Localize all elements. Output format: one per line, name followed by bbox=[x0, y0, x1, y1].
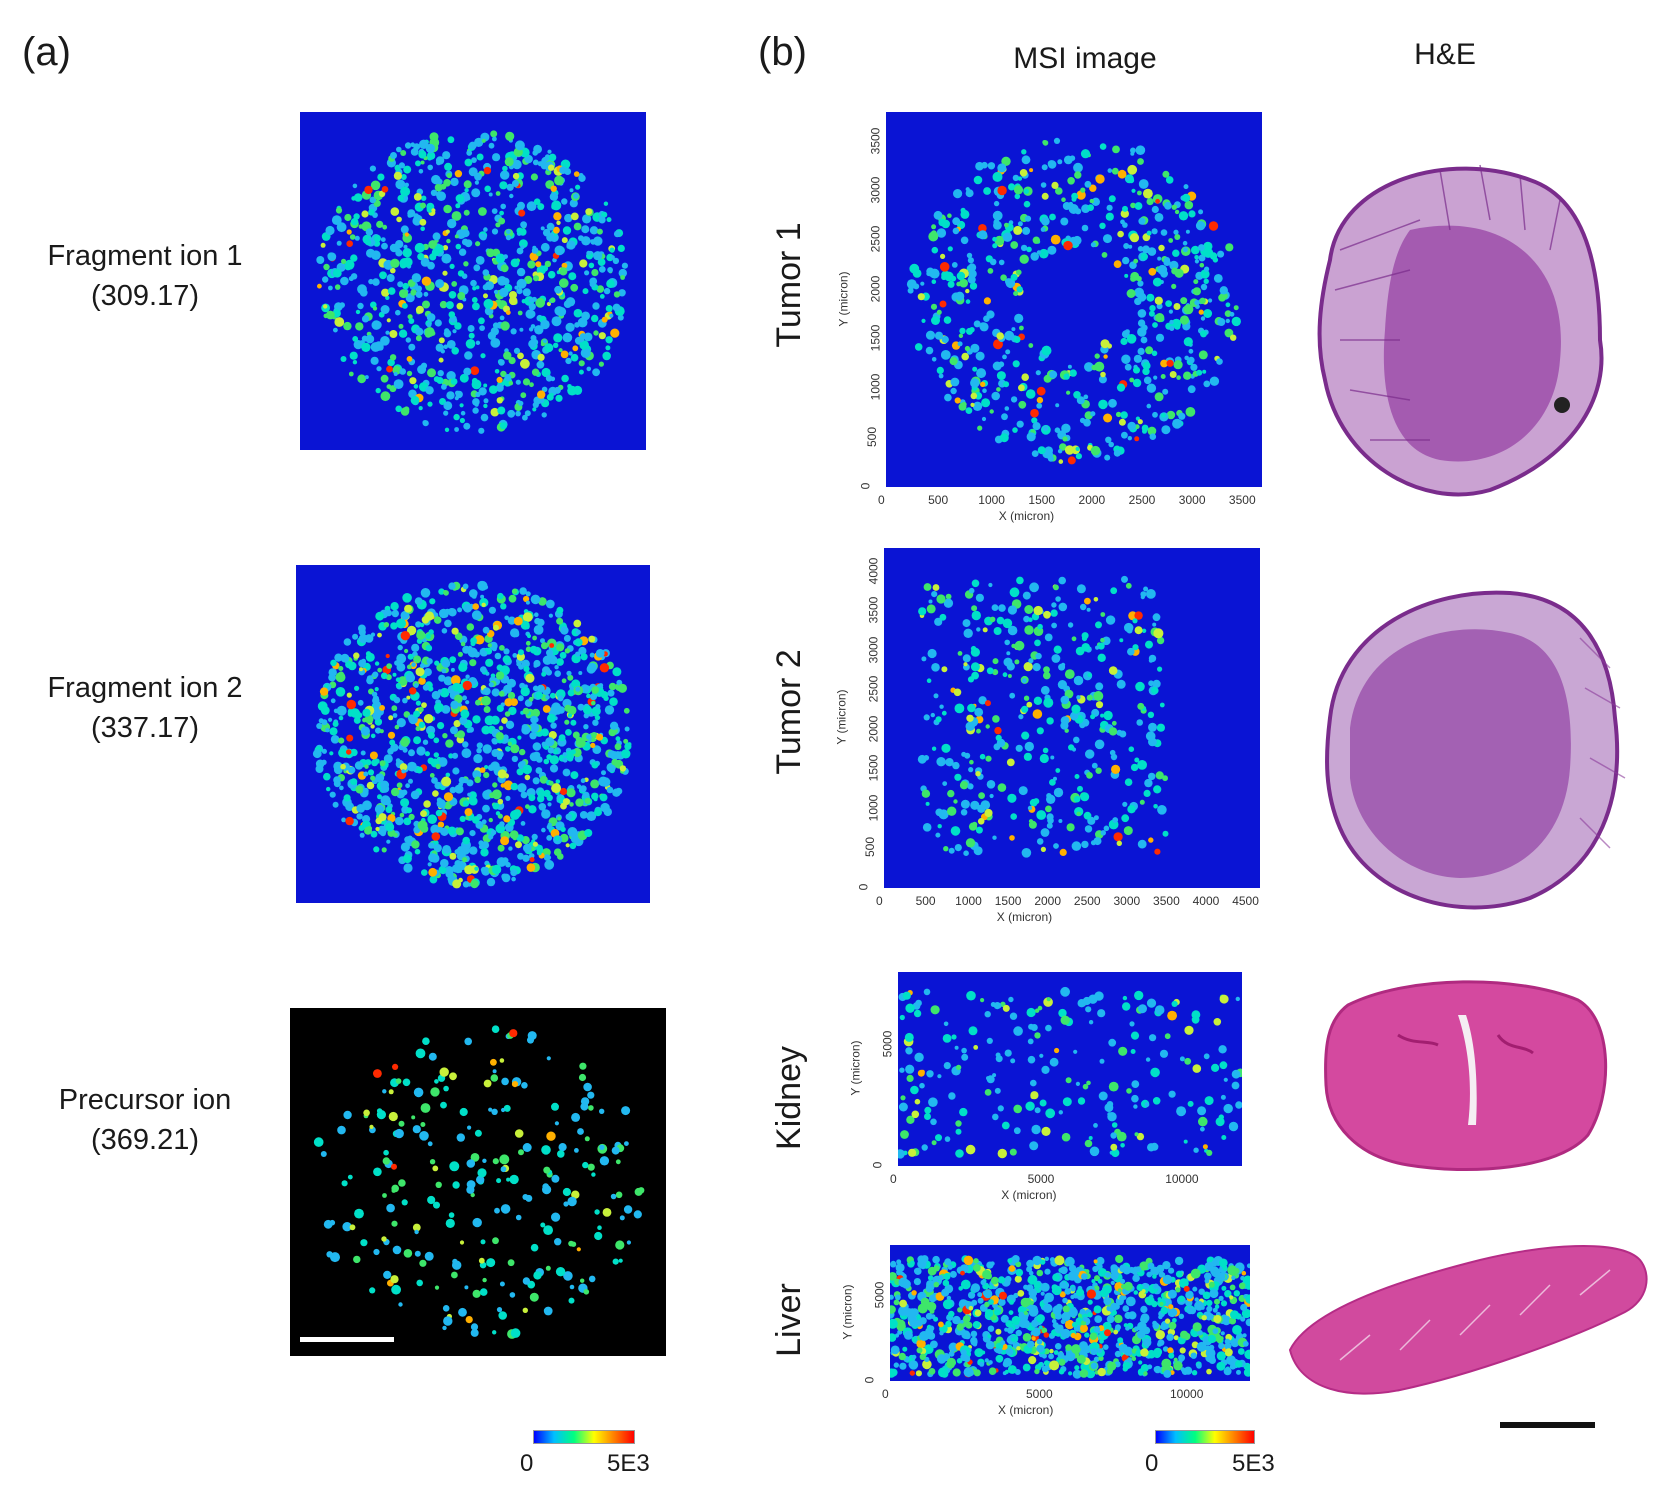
y-tick-label: 3500 bbox=[868, 127, 883, 154]
x-tick-label: 0 bbox=[878, 493, 885, 507]
y-tick-label: 0 bbox=[858, 482, 873, 490]
y-axis-title: Y (micron) bbox=[834, 689, 849, 745]
x-tick-label: 1500 bbox=[994, 894, 1022, 908]
x-tick-label: 10000 bbox=[1170, 1387, 1204, 1401]
x-tick-label: 4500 bbox=[1232, 894, 1259, 908]
y-axis-title: Y (micron) bbox=[836, 270, 851, 327]
msi-image-liver bbox=[890, 1245, 1250, 1381]
x-axis-title: X (micron) bbox=[996, 910, 1053, 924]
x-tick-label: 500 bbox=[928, 493, 949, 507]
y-tick-label: 500 bbox=[863, 837, 878, 858]
y-tick-label: 5000 bbox=[880, 1030, 895, 1058]
y-tick-label: 1000 bbox=[868, 373, 883, 401]
colorbar-b bbox=[1155, 1430, 1255, 1444]
ion-2-mz: (337.17) bbox=[90, 712, 199, 744]
column-title-he: H&E bbox=[1414, 38, 1476, 71]
y-tick-label: 0 bbox=[870, 1161, 885, 1169]
ion-1-name: Fragment ion 1 bbox=[47, 240, 243, 272]
x-tick-label: 5000 bbox=[1026, 1387, 1053, 1401]
x-tick-label: 2500 bbox=[1128, 493, 1156, 507]
y-tick-label: 1000 bbox=[866, 794, 881, 822]
he-image-liver bbox=[1288, 1245, 1648, 1395]
y-tick-label: 1500 bbox=[866, 755, 881, 782]
heatmap-speckles bbox=[906, 137, 1241, 465]
row-label-tumor-1: Tumor 1 bbox=[770, 222, 808, 348]
column-title-msi: MSI image bbox=[1013, 42, 1157, 75]
x-tick-label: 2000 bbox=[1078, 493, 1106, 507]
fragment-ion-1-image bbox=[300, 112, 646, 450]
x-tick-label: 10000 bbox=[1165, 1172, 1199, 1186]
he-image-tumor-1 bbox=[1317, 164, 1604, 497]
x-tick-label: 2000 bbox=[1034, 894, 1062, 908]
y-tick-label: 1500 bbox=[868, 324, 883, 352]
panel-a-letter: (a) bbox=[22, 30, 71, 74]
y-tick-label: 0 bbox=[856, 883, 871, 891]
y-axis-title: Y (micron) bbox=[840, 1284, 855, 1340]
y-tick-label: 2000 bbox=[868, 275, 883, 302]
row-label-liver: Liver bbox=[770, 1283, 808, 1357]
ion-label-1: Fragment ion 1 (309.17) bbox=[0, 236, 290, 316]
x-axis-title: X (micron) bbox=[998, 1403, 1054, 1417]
x-tick-label: 1000 bbox=[955, 894, 982, 908]
y-tick-label: 0 bbox=[862, 1376, 877, 1384]
y-axis-title: Y (micron) bbox=[848, 1040, 863, 1096]
ion-3-mz: (369.21) bbox=[90, 1124, 199, 1156]
scale-bar-b bbox=[1500, 1422, 1595, 1428]
row-label-kidney: Kidney bbox=[770, 1046, 808, 1150]
x-tick-label: 3500 bbox=[1228, 493, 1256, 507]
x-tick-label: 1000 bbox=[978, 493, 1005, 507]
x-tick-label: 3000 bbox=[1113, 894, 1141, 908]
row-label-tumor-2: Tumor 2 bbox=[770, 649, 808, 775]
colorbar-b-min: 0 bbox=[1145, 1450, 1159, 1477]
ion-3-name: Precursor ion bbox=[58, 1084, 232, 1116]
he-image-kidney bbox=[1324, 980, 1608, 1172]
panel-b-letter: (b) bbox=[758, 30, 807, 74]
y-tick-label: 3000 bbox=[868, 176, 883, 204]
y-tick-label: 3500 bbox=[866, 596, 881, 624]
y-tick-label: 4000 bbox=[866, 557, 881, 585]
y-tick-label: 500 bbox=[865, 426, 880, 447]
x-tick-label: 3500 bbox=[1153, 894, 1180, 908]
colorbar-a-max: 5E3 bbox=[607, 1450, 650, 1477]
x-tick-label: 1500 bbox=[1028, 493, 1056, 507]
x-tick-label: 500 bbox=[915, 894, 936, 908]
x-tick-label: 0 bbox=[876, 894, 883, 908]
heatmap-speckles bbox=[898, 986, 1242, 1159]
msi-image-kidney bbox=[898, 972, 1242, 1166]
x-tick-label: 4000 bbox=[1192, 894, 1220, 908]
scale-bar-a bbox=[300, 1337, 394, 1342]
heatmap-speckles bbox=[316, 130, 628, 434]
heatmap-speckles bbox=[917, 575, 1169, 858]
precursor-ion-image bbox=[290, 1008, 666, 1356]
x-tick-label: 5000 bbox=[1027, 1172, 1055, 1186]
y-tick-label: 3000 bbox=[866, 636, 881, 664]
x-tick-label: 0 bbox=[882, 1387, 889, 1401]
colorbar-b-max: 5E3 bbox=[1232, 1450, 1275, 1477]
x-tick-label: 2500 bbox=[1073, 894, 1101, 908]
fragment-ion-2-image bbox=[296, 565, 650, 903]
x-tick-label: 0 bbox=[890, 1172, 897, 1186]
msi-image-tumor-2 bbox=[884, 548, 1260, 888]
colorbar-a-min: 0 bbox=[520, 1450, 534, 1477]
msi-image-tumor-1 bbox=[886, 112, 1262, 487]
ion-2-name: Fragment ion 2 bbox=[47, 672, 243, 704]
y-tick-label: 5000 bbox=[872, 1281, 887, 1309]
ion-label-3: Precursor ion (369.21) bbox=[0, 1080, 290, 1160]
x-tick-label: 3000 bbox=[1178, 493, 1206, 507]
colorbar-a bbox=[533, 1430, 635, 1444]
y-tick-label: 2500 bbox=[868, 225, 883, 253]
y-tick-label: 2500 bbox=[866, 675, 881, 703]
x-axis-title: X (micron) bbox=[998, 509, 1055, 523]
ion-label-2: Fragment ion 2 (337.17) bbox=[0, 668, 290, 748]
heatmap-speckles bbox=[313, 1025, 645, 1339]
x-axis-title: X (micron) bbox=[1001, 1188, 1057, 1202]
he-image-tumor-2 bbox=[1325, 590, 1626, 910]
ion-1-mz: (309.17) bbox=[90, 280, 199, 312]
heatmap-speckles bbox=[890, 1254, 1250, 1379]
heatmap-speckles bbox=[312, 580, 632, 889]
y-tick-label: 2000 bbox=[866, 715, 881, 743]
